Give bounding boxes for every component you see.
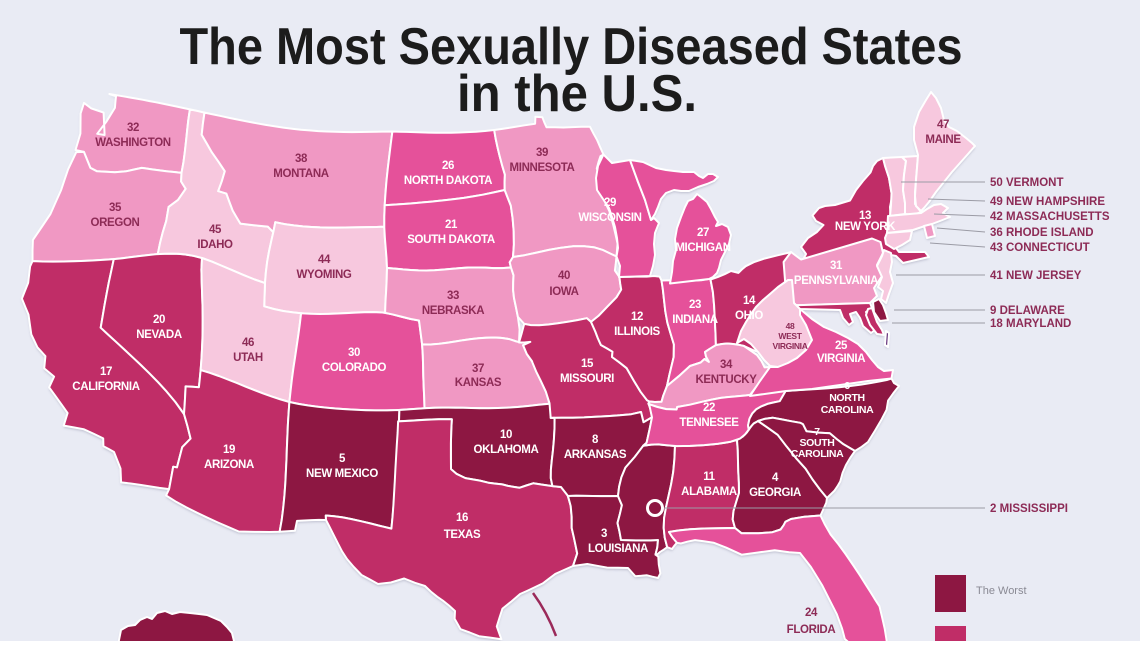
svg-text:32: 32 [127, 122, 139, 134]
svg-text:8: 8 [592, 434, 599, 446]
svg-text:COLORADO: COLORADO [322, 362, 387, 374]
svg-text:48: 48 [786, 321, 795, 331]
svg-text:23: 23 [689, 299, 701, 311]
svg-text:5: 5 [339, 453, 346, 465]
svg-text:24: 24 [805, 607, 818, 619]
svg-text:MAINE: MAINE [925, 134, 961, 146]
svg-text:6: 6 [844, 380, 850, 392]
svg-text:SOUTH DAKOTA: SOUTH DAKOTA [407, 234, 495, 246]
svg-text:KANSAS: KANSAS [455, 377, 502, 389]
svg-text:42 MASSACHUSETTS: 42 MASSACHUSETTS [990, 211, 1110, 223]
svg-text:CALIFORNIA: CALIFORNIA [72, 381, 139, 393]
svg-text:44: 44 [318, 254, 331, 266]
svg-text:13: 13 [859, 210, 871, 222]
svg-text:26: 26 [442, 160, 454, 172]
svg-text:VIRGINIA: VIRGINIA [817, 353, 865, 365]
svg-text:NEBRASKA: NEBRASKA [422, 305, 484, 317]
svg-text:4: 4 [772, 472, 779, 484]
svg-text:TEXAS: TEXAS [444, 529, 481, 541]
svg-text:The Worst: The Worst [976, 585, 1027, 597]
svg-text:IOWA: IOWA [549, 286, 578, 298]
svg-text:39: 39 [536, 147, 548, 159]
svg-text:11: 11 [703, 471, 715, 483]
svg-text:45: 45 [209, 224, 222, 236]
svg-text:18 MARYLAND: 18 MARYLAND [990, 318, 1071, 330]
svg-text:49 NEW HAMPSHIRE: 49 NEW HAMPSHIRE [990, 196, 1105, 208]
svg-text:LOUISIANA: LOUISIANA [588, 543, 648, 555]
svg-text:47: 47 [937, 119, 949, 131]
svg-text:50 VERMONT: 50 VERMONT [990, 177, 1064, 189]
svg-text:ARIZONA: ARIZONA [204, 459, 254, 471]
svg-text:OHIO: OHIO [735, 310, 763, 322]
svg-text:27: 27 [697, 227, 709, 239]
svg-text:31: 31 [830, 260, 843, 272]
svg-text:20: 20 [153, 314, 165, 326]
svg-text:CAROLINA: CAROLINA [791, 448, 844, 460]
svg-text:9 DELAWARE: 9 DELAWARE [990, 305, 1065, 317]
svg-text:29: 29 [604, 197, 616, 209]
svg-text:MISSOURI: MISSOURI [560, 373, 614, 385]
svg-text:OREGON: OREGON [90, 217, 139, 229]
svg-text:7: 7 [814, 426, 820, 438]
svg-text:CAROLINA: CAROLINA [821, 404, 874, 416]
svg-text:30: 30 [348, 347, 360, 359]
svg-text:NEW YORK: NEW YORK [835, 221, 896, 233]
svg-text:FLORIDA: FLORIDA [787, 624, 836, 636]
svg-text:MINNESOTA: MINNESOTA [510, 162, 575, 174]
svg-text:40: 40 [558, 270, 570, 282]
svg-text:ARKANSAS: ARKANSAS [564, 449, 627, 461]
svg-text:3: 3 [601, 528, 607, 540]
svg-text:WISCONSIN: WISCONSIN [578, 212, 641, 224]
svg-text:36 RHODE ISLAND: 36 RHODE ISLAND [990, 227, 1094, 239]
svg-text:21: 21 [445, 219, 458, 231]
svg-text:43 CONNECTICUT: 43 CONNECTICUT [990, 242, 1090, 254]
svg-text:25: 25 [835, 340, 848, 352]
svg-text:UTAH: UTAH [233, 352, 263, 364]
svg-text:TENNESEE: TENNESEE [679, 417, 739, 429]
svg-text:38: 38 [295, 153, 308, 165]
svg-text:MONTANA: MONTANA [273, 168, 329, 180]
svg-text:19: 19 [223, 444, 235, 456]
svg-text:IDAHO: IDAHO [197, 239, 233, 251]
svg-text:MICHIGAN: MICHIGAN [675, 242, 730, 254]
svg-text:GEORGIA: GEORGIA [749, 487, 801, 499]
svg-text:33: 33 [447, 290, 459, 302]
svg-text:46: 46 [242, 337, 254, 349]
svg-text:22: 22 [703, 402, 715, 414]
svg-text:35: 35 [109, 202, 122, 214]
svg-text:10: 10 [500, 429, 512, 441]
svg-text:14: 14 [743, 295, 756, 307]
svg-text:16: 16 [456, 512, 468, 524]
svg-text:2 MISSISSIPPI: 2 MISSISSIPPI [990, 503, 1068, 515]
svg-text:KENTUCKY: KENTUCKY [695, 374, 757, 386]
svg-text:NORTH: NORTH [829, 392, 865, 404]
svg-text:37: 37 [472, 363, 484, 375]
svg-text:The Most Sexually Diseased Sta: The Most Sexually Diseased States [180, 18, 963, 76]
svg-text:WASHINGTON: WASHINGTON [95, 137, 171, 149]
svg-text:WYOMING: WYOMING [296, 269, 351, 281]
svg-text:ALABAMA: ALABAMA [681, 486, 737, 498]
svg-text:INDIANA: INDIANA [672, 314, 718, 326]
svg-text:ILLINOIS: ILLINOIS [614, 326, 660, 338]
svg-text:41 NEW JERSEY: 41 NEW JERSEY [990, 270, 1082, 282]
svg-text:12: 12 [631, 311, 643, 323]
svg-text:WEST: WEST [778, 331, 802, 341]
svg-text:NEW MEXICO: NEW MEXICO [306, 468, 378, 480]
svg-text:17: 17 [100, 366, 112, 378]
svg-text:15: 15 [581, 358, 594, 370]
svg-text:NEVADA: NEVADA [136, 329, 182, 341]
svg-text:NORTH DAKOTA: NORTH DAKOTA [404, 175, 492, 187]
svg-text:PENNSYLVANIA: PENNSYLVANIA [794, 275, 878, 287]
svg-text:in the U.S.: in the U.S. [457, 65, 697, 123]
svg-text:SOUTH: SOUTH [799, 437, 834, 449]
svg-text:34: 34 [720, 359, 733, 371]
svg-text:OKLAHOMA: OKLAHOMA [474, 444, 539, 456]
svg-text:VIRGINIA: VIRGINIA [773, 341, 808, 351]
